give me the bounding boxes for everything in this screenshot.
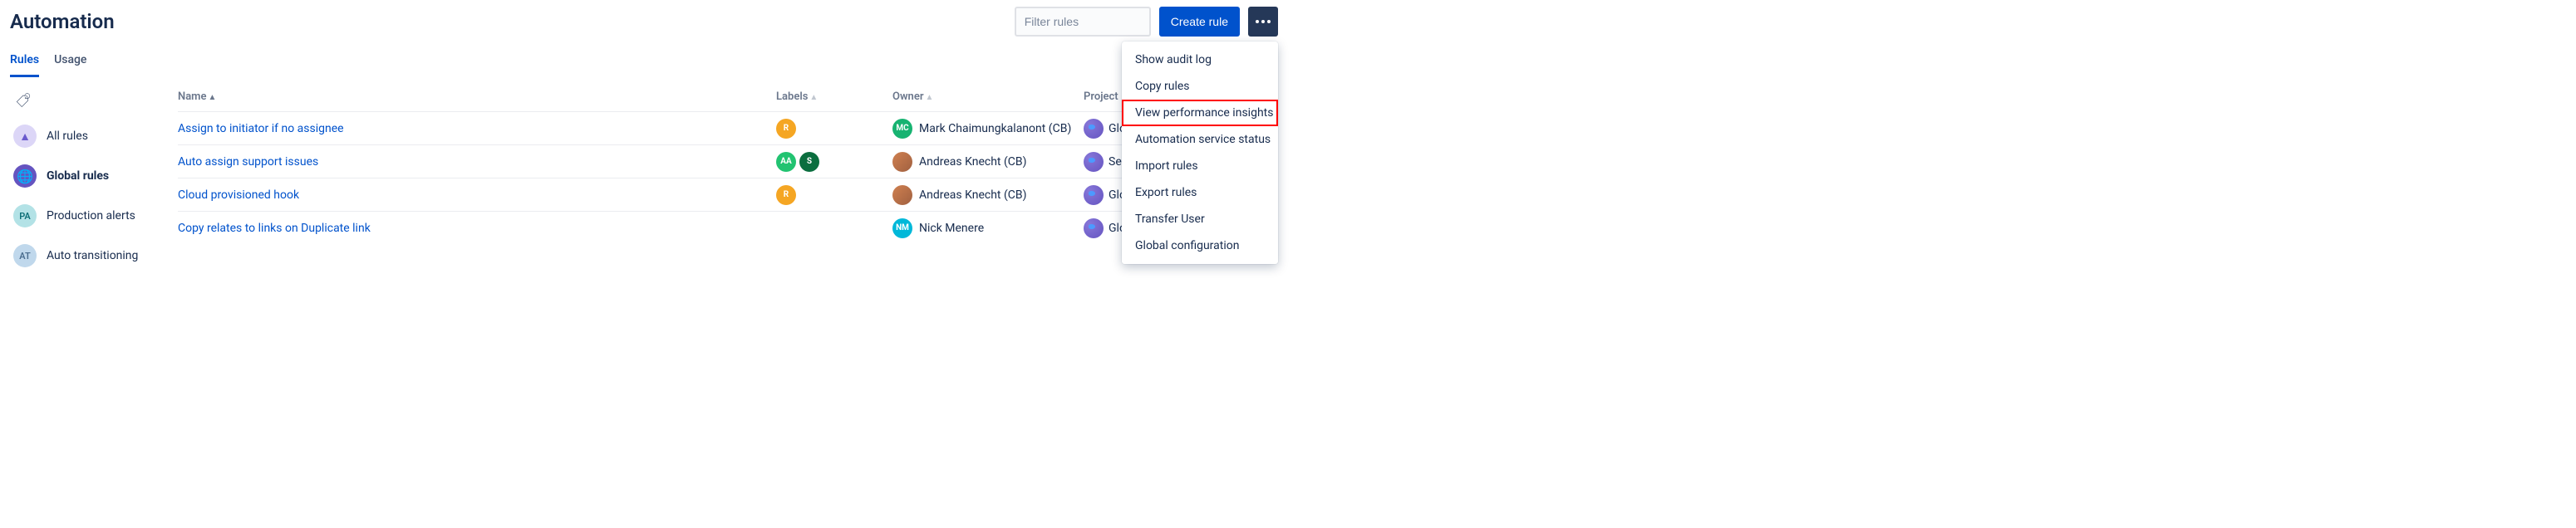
owner-cell: Andreas Knecht (CB) xyxy=(892,185,1084,205)
sidebar: 🏷 ▲ All rules 🌐 Global rules PA Production al… xyxy=(10,86,160,279)
header-actions: Create rule xyxy=(1015,7,1278,37)
sidebar-item-production-alerts[interactable]: PA Production alerts xyxy=(10,199,160,232)
page-title: Automation xyxy=(10,10,115,33)
rules-table: Name▲ Labels▲ Owner▲ Project▲ Assign to … xyxy=(178,86,1278,279)
labels-cell: AAS xyxy=(776,152,892,172)
column-header-labels[interactable]: Labels▲ xyxy=(776,90,892,103)
table-row: Assign to initiator if no assignee R MC Mar… xyxy=(178,111,1278,144)
sidebar-item-all-rules[interactable]: ▲ All rules xyxy=(10,120,160,153)
owner-name: Andreas Knecht (CB) xyxy=(919,188,1027,202)
tag-filter-row[interactable]: 🏷 xyxy=(10,92,160,108)
more-actions-button[interactable] xyxy=(1248,7,1278,37)
tab-rules[interactable]: Rules xyxy=(10,48,39,77)
dropdown-item-copy-rules[interactable]: Copy rules xyxy=(1122,73,1278,100)
table-row: Auto assign support issues AAS Andreas Kne… xyxy=(178,144,1278,178)
column-header-owner[interactable]: Owner▲ xyxy=(892,90,1084,103)
sidebar-item-auto-transitioning[interactable]: AT Auto transitioning xyxy=(10,239,160,272)
dropdown-item-automation-service-status[interactable]: Automation service status xyxy=(1122,126,1278,153)
owner-avatar-icon: NM xyxy=(892,218,912,238)
globe-icon xyxy=(1084,185,1104,205)
sidebar-avatar-icon: AT xyxy=(13,244,37,267)
table-header: Name▲ Labels▲ Owner▲ Project▲ xyxy=(178,86,1278,111)
dropdown-item-transfer-user[interactable]: Transfer User xyxy=(1122,206,1278,232)
sidebar-avatar-icon: PA xyxy=(13,204,37,227)
filter-rules-input[interactable] xyxy=(1015,7,1151,37)
label-chip[interactable]: S xyxy=(799,152,819,172)
owner-avatar-icon xyxy=(892,185,912,205)
sidebar-item-global-rules[interactable]: 🌐 Global rules xyxy=(10,159,160,193)
table-row: Cloud provisioned hook R Andreas Knecht (C… xyxy=(178,178,1278,211)
owner-cell: Andreas Knecht (CB) xyxy=(892,152,1084,172)
globe-icon xyxy=(1084,152,1104,172)
owner-cell: MC Mark Chaimungkalanont (CB) xyxy=(892,119,1084,139)
tab-usage[interactable]: Usage xyxy=(54,48,86,77)
label-chip[interactable]: AA xyxy=(776,152,796,172)
owner-cell: NM Nick Menere xyxy=(892,218,1084,238)
dropdown-item-import-rules[interactable]: Import rules xyxy=(1122,153,1278,179)
owner-name: Nick Menere xyxy=(919,222,984,235)
owner-avatar-icon: MC xyxy=(892,119,912,139)
sidebar-avatar-icon: 🌐 xyxy=(13,164,37,188)
rule-name-link[interactable]: Copy relates to links on Duplicate link xyxy=(178,222,371,235)
labels-cell: R xyxy=(776,185,892,205)
globe-icon xyxy=(1084,218,1104,238)
globe-icon xyxy=(1084,119,1104,139)
column-header-name[interactable]: Name▲ xyxy=(178,90,776,103)
tabs: Rules Usage xyxy=(10,48,1278,77)
label-chip[interactable]: R xyxy=(776,185,796,205)
create-rule-button[interactable]: Create rule xyxy=(1159,7,1240,37)
sidebar-item-label: Production alerts xyxy=(47,209,135,222)
owner-name: Mark Chaimungkalanont (CB) xyxy=(919,122,1071,135)
sidebar-avatar-icon: ▲ xyxy=(13,125,37,148)
owner-avatar-icon xyxy=(892,152,912,172)
label-chip[interactable]: R xyxy=(776,119,796,139)
dropdown-item-global-configuration[interactable]: Global configuration xyxy=(1122,232,1278,259)
owner-name: Andreas Knecht (CB) xyxy=(919,155,1027,169)
sidebar-item-label: Global rules xyxy=(47,169,109,183)
sidebar-item-label: Auto transitioning xyxy=(47,249,138,262)
labels-cell: R xyxy=(776,119,892,139)
rule-name-link[interactable]: Cloud provisioned hook xyxy=(178,188,299,202)
sidebar-item-label: All rules xyxy=(47,130,88,143)
more-actions-dropdown: Show audit logCopy rulesView performance… xyxy=(1122,42,1278,264)
table-row: Copy relates to links on Duplicate link N… xyxy=(178,211,1278,244)
rule-name-link[interactable]: Assign to initiator if no assignee xyxy=(178,122,344,135)
rule-name-link[interactable]: Auto assign support issues xyxy=(178,155,318,169)
dropdown-item-view-performance-insights[interactable]: View performance insights xyxy=(1122,100,1278,126)
dropdown-item-export-rules[interactable]: Export rules xyxy=(1122,179,1278,206)
dropdown-item-show-audit-log[interactable]: Show audit log xyxy=(1122,46,1278,73)
tag-icon: 🏷 xyxy=(16,91,32,108)
